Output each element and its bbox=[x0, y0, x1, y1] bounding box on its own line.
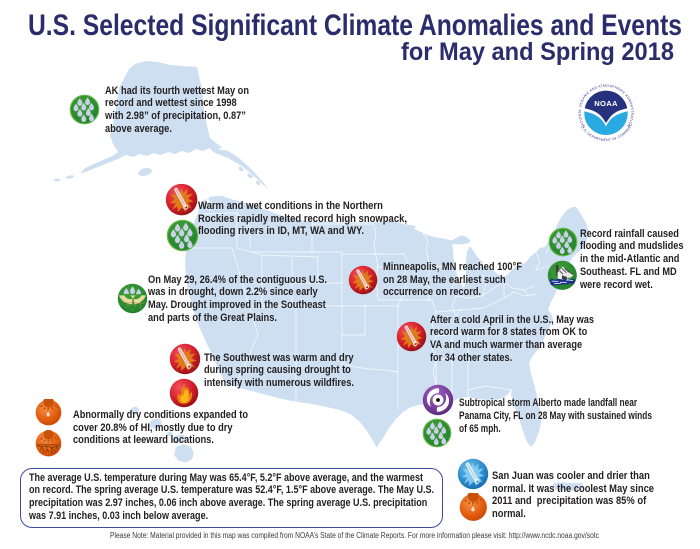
svg-text:NOAA: NOAA bbox=[594, 99, 618, 108]
